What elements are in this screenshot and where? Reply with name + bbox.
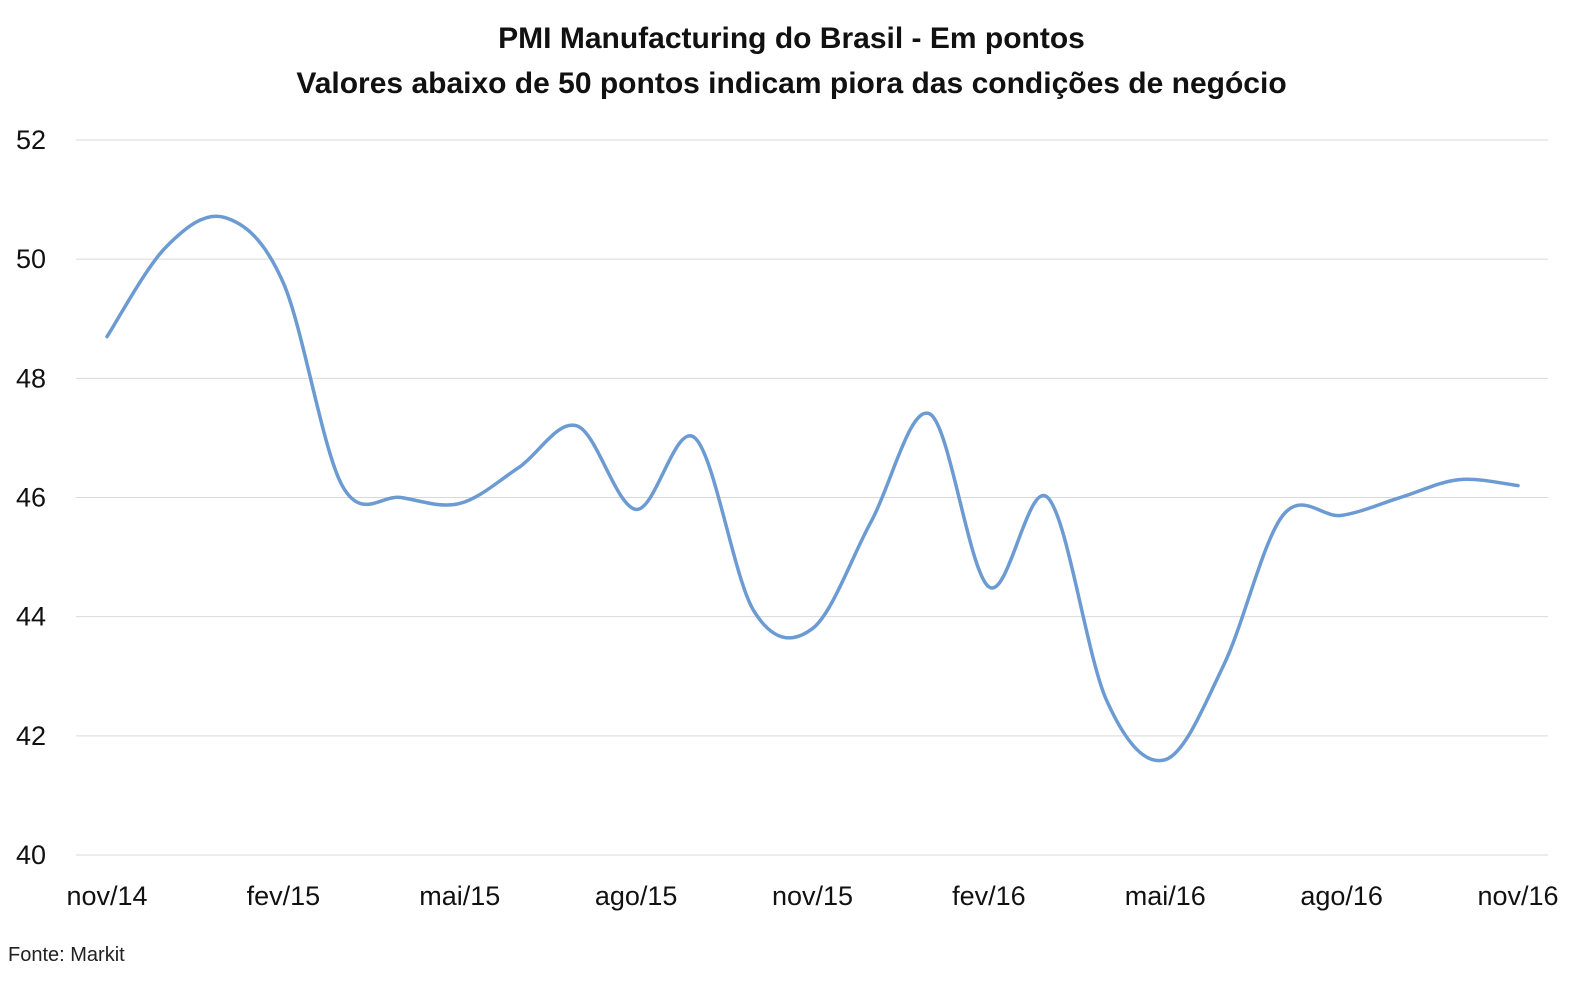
data-point: jul/15: 47.2 [575, 424, 579, 428]
y-tick-label: 40 [16, 840, 46, 870]
y-tick-label: 46 [16, 483, 46, 513]
chart-subtitle: Valores abaixo de 50 pontos indicam pior… [296, 67, 1287, 100]
series-layer: nov/14: 48.7 dez/14: 50.2 jan/15: 50.7 fev/… [105, 214, 1520, 763]
y-tick-label: 48 [16, 363, 46, 393]
x-tick-label: fev/16 [952, 881, 1026, 911]
x-tick-label: nov/15 [772, 881, 853, 911]
data-point: abr/16: 42.6 [1104, 698, 1108, 702]
data-point: out/16: 46.3 [1457, 478, 1461, 482]
data-point: mai/15: 45.9 [458, 501, 462, 505]
data-point: mai/16: 41.6 [1163, 758, 1167, 762]
x-tick-label: nov/14 [66, 881, 147, 911]
data-point: set/16: 46 [1398, 496, 1402, 500]
y-tick-label: 52 [16, 125, 46, 155]
data-point: nov/15: 43.8 [811, 627, 815, 631]
data-point: jan/15: 50.7 [223, 215, 227, 219]
data-point: jul/16: 45.7 [1281, 513, 1285, 517]
data-point: abr/15: 46 [399, 496, 403, 500]
x-tick-label: mai/15 [419, 881, 500, 911]
data-point: jan/16: 47.4 [928, 412, 932, 416]
y-axis-ticks: 40 42 44 46 48 50 52 [16, 125, 46, 870]
x-tick-label: ago/15 [595, 881, 678, 911]
data-point: out/15: 44.1 [752, 609, 756, 613]
series-line [105, 214, 1520, 763]
data-point: jun/16: 43.2 [1222, 662, 1226, 666]
data-point: mar/16: 46 [1046, 496, 1050, 500]
y-tick-label: 42 [16, 721, 46, 751]
source-note: Fonte: Markit [8, 944, 125, 966]
x-tick-label: mai/16 [1125, 881, 1206, 911]
data-point: nov/14: 48.7 [105, 335, 109, 339]
data-point: mar/15: 46.2 [340, 484, 344, 488]
data-point: ago/15: 45.8 [634, 507, 638, 511]
data-point: fev/16: 44.5 [987, 585, 991, 589]
data-point: nov/16: 46.2 [1516, 484, 1520, 488]
data-point: set/15: 47 [693, 436, 697, 440]
data-point: fev/15: 49.6 [281, 281, 285, 285]
x-axis-ticks: nov/14 fev/15 mai/15 ago/15 nov/15 fev/16 mai/… [66, 881, 1558, 911]
data-point: dez/14: 50.2 [164, 245, 168, 249]
x-tick-label: fev/15 [247, 881, 321, 911]
gridlines [76, 139, 1548, 856]
x-tick-label: nov/16 [1477, 881, 1558, 911]
y-tick-label: 44 [16, 602, 46, 632]
data-point: jun/15: 46.5 [517, 466, 521, 470]
x-tick-label: ago/16 [1300, 881, 1383, 911]
data-point: dez/15: 45.6 [869, 519, 873, 523]
chart-title: PMI Manufacturing do Brasil - Em pontos [498, 22, 1085, 55]
y-tick-label: 50 [16, 244, 46, 274]
data-point: ago/16: 45.7 [1340, 513, 1344, 517]
